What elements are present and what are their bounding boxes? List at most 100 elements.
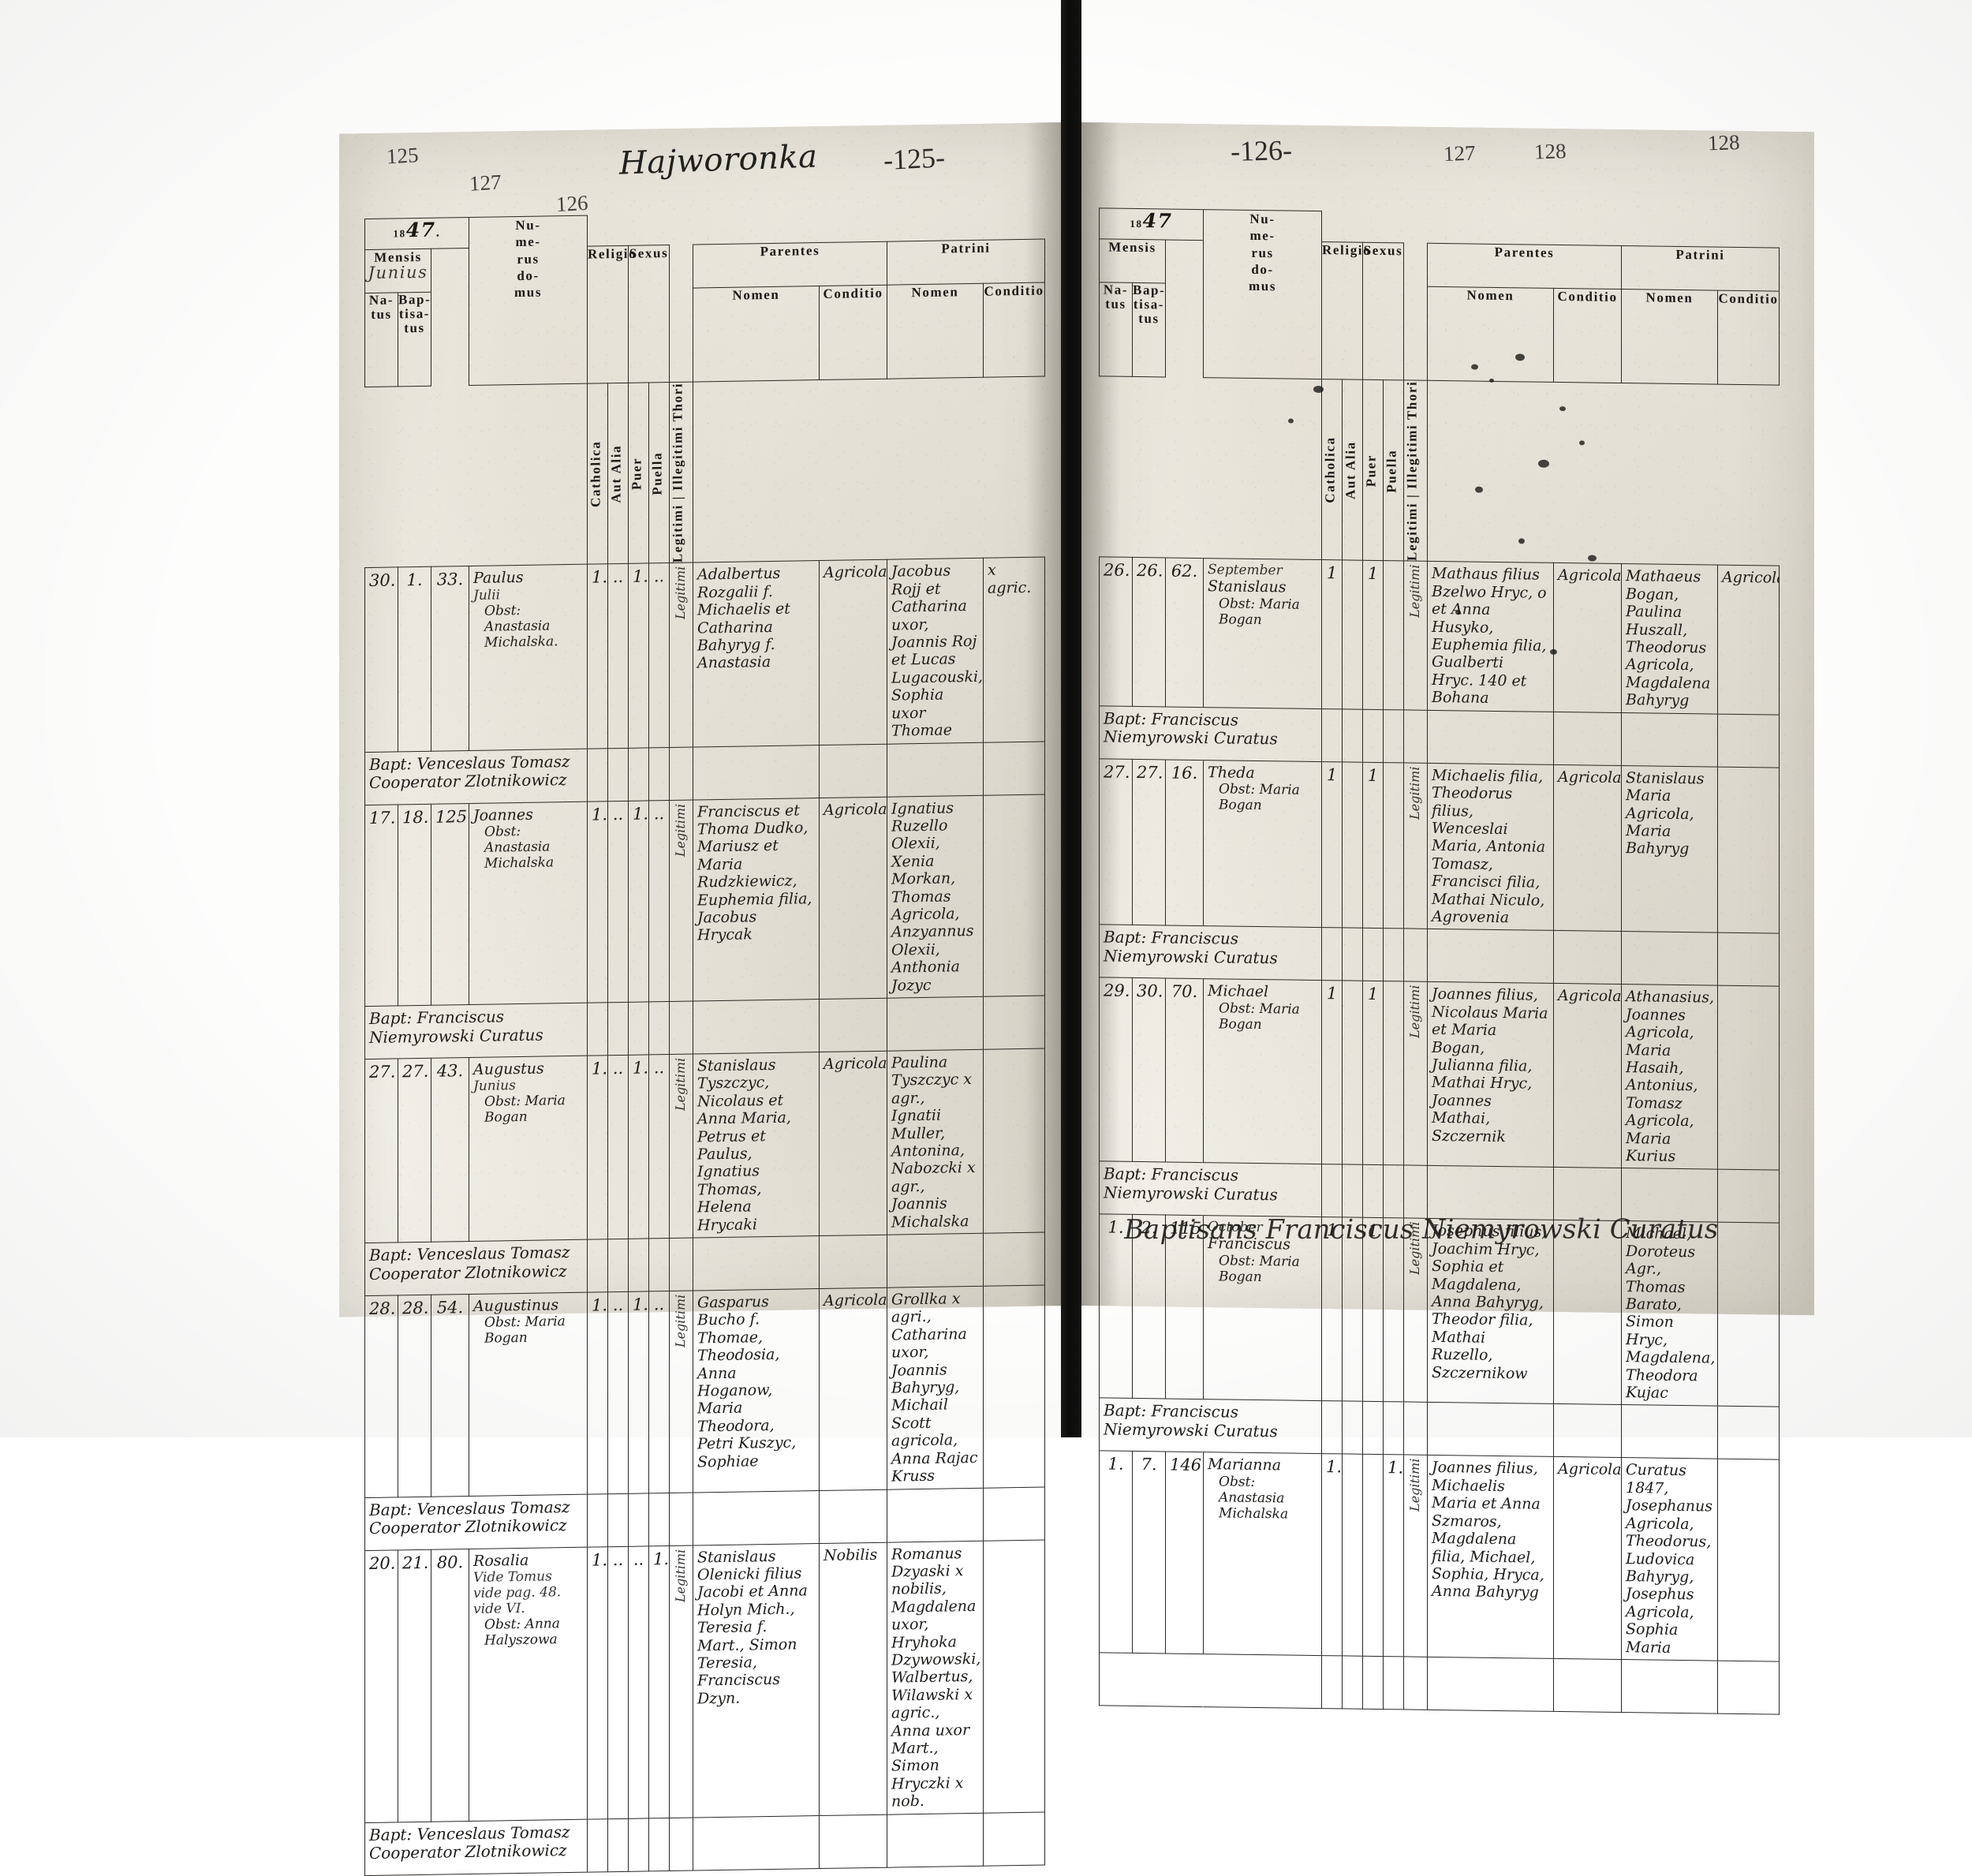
sp-tc bbox=[1717, 713, 1780, 768]
sp-cat bbox=[587, 1239, 608, 1293]
cell-baptisatus: 27. bbox=[398, 1058, 431, 1243]
thori-value: Legitimi bbox=[673, 566, 689, 620]
cell-parentes-nomen: Joannes filius, Michaelis Maria et Anna … bbox=[1427, 1455, 1554, 1659]
cell-parentes-nomen: Stanislaus Olenicki filius Jacobi et Ann… bbox=[693, 1543, 820, 1818]
sp-cat bbox=[1321, 708, 1343, 762]
cell-nomen: Joannes Obst: Anastasia Michalska bbox=[469, 801, 588, 1005]
header-numerus-domus: Nu-me-rus do-mus bbox=[469, 215, 588, 386]
cell-thori: Legitimi bbox=[669, 1545, 693, 1818]
sp-tn bbox=[1621, 1405, 1718, 1459]
cell-nomen: September Stanislaus Obst: Maria Bogan bbox=[1203, 559, 1322, 709]
cell-parentes-conditio: Agricola bbox=[1553, 1456, 1622, 1660]
cell-domus: 125. bbox=[431, 803, 469, 1006]
header-parentes-conditio: Conditio bbox=[819, 285, 887, 380]
baptizer-row: Bapt: Franciscus Niemyrowski Curatus bbox=[1099, 705, 1780, 768]
year-suffix: 47 bbox=[1142, 209, 1173, 233]
cell-natus: 29. bbox=[1099, 977, 1133, 1162]
cell-baptizer: Bapt: Franciscus Niemyrowski Curatus bbox=[1099, 1161, 1322, 1217]
cell-puer: 1 bbox=[1362, 981, 1384, 1165]
cell-baptizer: Bapt: Venceslaus Tomasz Cooperator Zlotn… bbox=[364, 748, 588, 805]
left-page: 125 127 Hajworonka -125- 126 bbox=[339, 122, 1073, 1876]
cell-baptizer: Bapt: Venceslaus Tomasz Cooperator Zlotn… bbox=[364, 1239, 588, 1296]
cell-catholica: 1. bbox=[587, 1546, 608, 1819]
header-puella: Puella bbox=[1383, 379, 1404, 562]
month-note: Junius bbox=[473, 1078, 516, 1095]
sp-pn bbox=[1427, 1657, 1554, 1712]
cell-thori: Legitimi bbox=[1403, 1218, 1428, 1403]
cell-puer: 1. bbox=[628, 1291, 649, 1493]
sp-cat bbox=[587, 1002, 608, 1056]
table-row[interactable]: 26. 26. 62. September Stanislaus Obst: M… bbox=[1099, 557, 1780, 715]
sp-puer bbox=[1362, 1164, 1384, 1218]
sp-puella bbox=[648, 1001, 670, 1055]
thori-value: Legitimi bbox=[673, 1057, 689, 1112]
folio-scribble-125: 125 bbox=[386, 143, 420, 169]
sp-puer bbox=[628, 1238, 649, 1292]
closing-signature: Baptisans Franciscus Niemyrowski Curatus bbox=[1123, 1213, 1719, 1246]
cell-domus: 43. bbox=[431, 1057, 469, 1243]
table-row[interactable]: 30. 1. 33. Paulus Julii Obst: Anastasia … bbox=[364, 557, 1045, 753]
sp-puer bbox=[1362, 1401, 1384, 1456]
obstetrix: Obst: Maria Bogan bbox=[1219, 1253, 1300, 1285]
sp-tc bbox=[1717, 1406, 1780, 1460]
table-row[interactable]: 27. 27. 16. Theda Obst: Maria Bogan 1 1 … bbox=[1099, 758, 1780, 934]
table-row[interactable]: 20. 21. 80. Rosalia Vide Tomus vide pag.… bbox=[364, 1539, 1045, 1823]
sp-pn bbox=[1427, 710, 1554, 765]
register-rows-left: 30. 1. 33. Paulus Julii Obst: Anastasia … bbox=[364, 557, 1045, 1876]
sp-alia bbox=[607, 1002, 629, 1056]
folio-corner-mark: 128 bbox=[1707, 130, 1741, 155]
sp-tc bbox=[983, 1486, 1045, 1541]
sp-cat bbox=[1321, 1401, 1343, 1455]
sp-tn bbox=[1621, 712, 1718, 767]
cell-patrini-conditio bbox=[1717, 766, 1780, 934]
header-legitimi-illegitimi-thori: Legitimi | Illegitimi Thori bbox=[1403, 379, 1428, 562]
header-patrini-nomen: Nomen bbox=[887, 283, 984, 379]
cell-nomen: Marianna Obst: Anastasia Michalska bbox=[1203, 1452, 1322, 1656]
cell-puer: .. bbox=[628, 1545, 649, 1818]
header-religio: Religio bbox=[1321, 241, 1371, 380]
cell-baptisatus: 27. bbox=[1132, 759, 1166, 926]
header-parentes-nomen: Nomen bbox=[693, 286, 820, 383]
cell-thori: Legitimi bbox=[1403, 561, 1428, 711]
year-prefix: 18 bbox=[393, 227, 406, 240]
table-row[interactable]: 27. 27. 43. Augustus Junius Obst: Maria … bbox=[364, 1048, 1045, 1243]
obstetrix: Obst: Maria Bogan bbox=[1219, 596, 1300, 629]
table-row[interactable]: 1. 7. 146. Marianna Obst: Anastasia Mich… bbox=[1099, 1451, 1780, 1662]
cell-parentes-nomen: Michaelis filia, Theodorus filius, Wence… bbox=[1427, 763, 1554, 931]
cell-parentes-nomen: Stanislaus Tyszczyc, Nicolaus et Anna Ma… bbox=[693, 1052, 820, 1239]
sp-tn bbox=[1621, 1659, 1718, 1714]
header-religio: Religio bbox=[587, 245, 637, 384]
cell-parentes-conditio: Agricola bbox=[819, 1287, 887, 1491]
mensis-label: Mensis bbox=[1108, 239, 1156, 256]
cell-puella: .. bbox=[648, 800, 670, 1002]
right-page-number: -126- bbox=[1230, 134, 1293, 167]
cell-puella: .. bbox=[648, 562, 670, 748]
cell-thori: Legitimi bbox=[669, 1291, 693, 1493]
month-note: September bbox=[1208, 562, 1283, 579]
cell-parentes-conditio: Nobilis bbox=[819, 1542, 887, 1816]
sp-puella bbox=[648, 1493, 670, 1546]
cell-puella: .. bbox=[648, 1291, 670, 1493]
nomen-value: Theda bbox=[1208, 763, 1255, 782]
cell-parentes-conditio: Agricola bbox=[1553, 983, 1622, 1168]
table-row[interactable]: 17. 18. 125. Joannes Obst: Anastasia Mic… bbox=[364, 794, 1045, 1007]
sp-puer bbox=[1362, 1656, 1384, 1710]
header-parentes-nomen: Nomen bbox=[1427, 286, 1554, 383]
cell-catholica: 1. bbox=[1321, 1454, 1343, 1656]
sp-alia bbox=[1342, 708, 1363, 762]
baptizer-row bbox=[1099, 1652, 1780, 1715]
cell-puella bbox=[1383, 1217, 1404, 1403]
sp-puella bbox=[1383, 1656, 1404, 1710]
cell-natus: 26. bbox=[1099, 557, 1133, 707]
table-row[interactable]: 29. 30. 70. Michael Obst: Maria Bogan 1 … bbox=[1099, 977, 1780, 1171]
cell-thori: Legitimi bbox=[669, 799, 693, 1002]
sp-tc bbox=[1717, 932, 1780, 987]
header-natus: Na-tus bbox=[1099, 282, 1133, 377]
table-row[interactable]: 28. 28. 54. Augustinus Obst: Maria Bogan… bbox=[364, 1285, 1045, 1498]
nomen-value: Michael bbox=[1208, 982, 1269, 1001]
cell-thori: Legitimi bbox=[669, 562, 693, 748]
cell-patrini-conditio bbox=[1717, 1222, 1780, 1407]
thori-value: Legitimi bbox=[1407, 985, 1423, 1039]
cell-patrini-conditio: x agric. bbox=[983, 557, 1045, 742]
sp-tc bbox=[983, 741, 1045, 795]
